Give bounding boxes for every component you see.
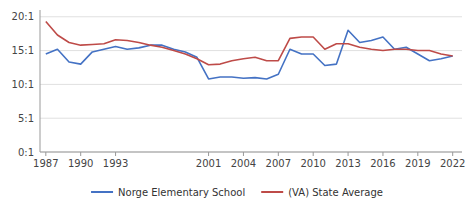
x-tick bbox=[45, 152, 46, 156]
x-tick bbox=[278, 152, 279, 156]
legend-label: Norge Elementary School bbox=[118, 187, 245, 198]
x-tick bbox=[115, 152, 116, 156]
y-tick-label: 5:1 bbox=[18, 113, 34, 124]
grid-line bbox=[40, 118, 462, 119]
x-tick-label: 2013 bbox=[335, 158, 360, 169]
x-tick-label: 1993 bbox=[103, 158, 128, 169]
y-tick-label: 0:1 bbox=[18, 147, 34, 158]
x-tick bbox=[243, 152, 244, 156]
grid-line bbox=[40, 84, 462, 85]
x-tick-label: 2004 bbox=[231, 158, 256, 169]
legend-swatch bbox=[91, 191, 113, 193]
x-tick-label: 2019 bbox=[405, 158, 430, 169]
grid-line bbox=[40, 16, 462, 17]
y-tick-label: 15:1 bbox=[12, 45, 34, 56]
y-axis bbox=[40, 10, 41, 152]
grid-line bbox=[40, 50, 462, 51]
x-tick bbox=[80, 152, 81, 156]
legend-swatch bbox=[261, 191, 283, 193]
x-tick-label: 1990 bbox=[68, 158, 93, 169]
x-tick bbox=[382, 152, 383, 156]
x-tick-label: 2022 bbox=[440, 158, 465, 169]
series-line bbox=[46, 22, 453, 65]
legend-label: (VA) State Average bbox=[288, 187, 383, 198]
y-tick-label: 10:1 bbox=[12, 79, 34, 90]
x-tick-label: 2001 bbox=[196, 158, 221, 169]
x-tick-label: 2010 bbox=[300, 158, 325, 169]
legend: Norge Elementary School (VA) State Averag… bbox=[91, 187, 383, 198]
x-tick bbox=[313, 152, 314, 156]
y-tick-label: 20:1 bbox=[12, 11, 34, 22]
x-tick bbox=[208, 152, 209, 156]
chart: 0:1 5:1 10:1 15:1 20:1 1987 1990 1993 2001 2004 20… bbox=[0, 0, 474, 208]
grid-line bbox=[40, 152, 462, 153]
x-axis bbox=[40, 152, 462, 153]
x-tick bbox=[348, 152, 349, 156]
x-tick bbox=[452, 152, 453, 156]
x-tick-label: 2016 bbox=[370, 158, 395, 169]
legend-item: (VA) State Average bbox=[261, 187, 383, 198]
x-tick-label: 2007 bbox=[266, 158, 291, 169]
legend-item: Norge Elementary School bbox=[91, 187, 245, 198]
x-tick bbox=[417, 152, 418, 156]
plot-area bbox=[46, 22, 453, 79]
series-line bbox=[46, 30, 453, 79]
x-tick-label: 1987 bbox=[33, 158, 58, 169]
